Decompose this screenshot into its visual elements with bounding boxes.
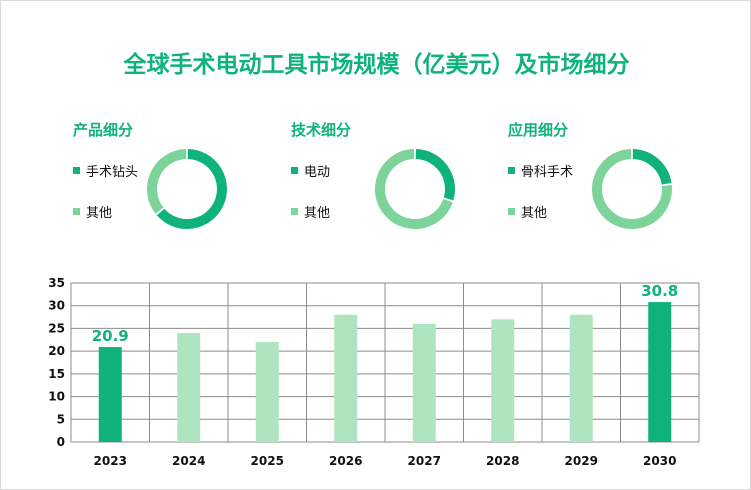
legend-item: 手术钻头 <box>73 161 138 180</box>
y-tick-label: 10 <box>48 390 65 404</box>
bar-2025 <box>255 342 279 442</box>
legend-label: 电动 <box>304 165 331 180</box>
legend-label: 骨科手术 <box>521 165 574 180</box>
legend-label: 其他 <box>521 206 548 221</box>
y-tick-label: 25 <box>48 321 65 335</box>
y-tick-label: 5 <box>57 412 65 426</box>
segment-title: 应用细分 <box>508 121 569 139</box>
bar-2028 <box>491 319 515 442</box>
donut-slice-primary <box>415 149 455 201</box>
donut-slice-primary <box>156 149 227 229</box>
bar-2027 <box>412 323 436 442</box>
bar-2023 <box>98 347 122 442</box>
legend-label: 手术钻头 <box>86 165 139 180</box>
y-tick-label: 20 <box>48 344 65 358</box>
x-tick-label: 2027 <box>408 454 441 468</box>
donut-chart <box>375 149 455 229</box>
x-tick-label: 2028 <box>486 454 519 468</box>
segment-title: 技术细分 <box>291 121 352 139</box>
x-tick-label: 2023 <box>94 454 127 468</box>
page-title: 全球手术电动工具市场规模（亿美元）及市场细分 <box>123 52 630 78</box>
segment-product: 产品细分 手术钻头 其他 <box>73 119 293 239</box>
data-label: 30.8 <box>641 282 678 300</box>
legend-item: 其他 <box>508 202 547 221</box>
donut-chart <box>592 149 672 229</box>
bar-2026 <box>334 314 358 442</box>
y-tick-label: 30 <box>48 299 65 313</box>
legend-item: 其他 <box>73 202 112 221</box>
donut-slice-other <box>147 149 187 214</box>
x-tick-label: 2024 <box>172 454 205 468</box>
donut-slice-primary <box>632 149 672 185</box>
legend-item: 其他 <box>291 202 330 221</box>
data-label: 20.9 <box>92 327 129 345</box>
donut-slice-other <box>592 149 672 229</box>
x-tick-label: 2029 <box>565 454 598 468</box>
y-tick-label: 35 <box>48 276 65 290</box>
legend-item: 骨科手术 <box>508 161 573 180</box>
segment-title: 产品细分 <box>73 121 134 139</box>
legend-label: 其他 <box>86 206 113 221</box>
x-tick-label: 2030 <box>643 454 676 468</box>
bar-2024 <box>177 332 201 442</box>
legend-item: 电动 <box>291 161 330 180</box>
segment-application: 应用细分 骨科手术 其他 <box>508 119 728 239</box>
bar-2029 <box>569 314 593 442</box>
segment-technology: 技术细分 电动 其他 <box>291 119 511 239</box>
legend-label: 其他 <box>304 206 331 221</box>
y-tick-label: 0 <box>57 435 65 449</box>
y-tick-label: 15 <box>48 367 65 381</box>
bar-2030 <box>648 302 672 442</box>
x-tick-label: 2025 <box>251 454 284 468</box>
donut-chart <box>147 149 227 229</box>
x-tick-label: 2026 <box>329 454 362 468</box>
donut-slice-other <box>375 149 453 229</box>
